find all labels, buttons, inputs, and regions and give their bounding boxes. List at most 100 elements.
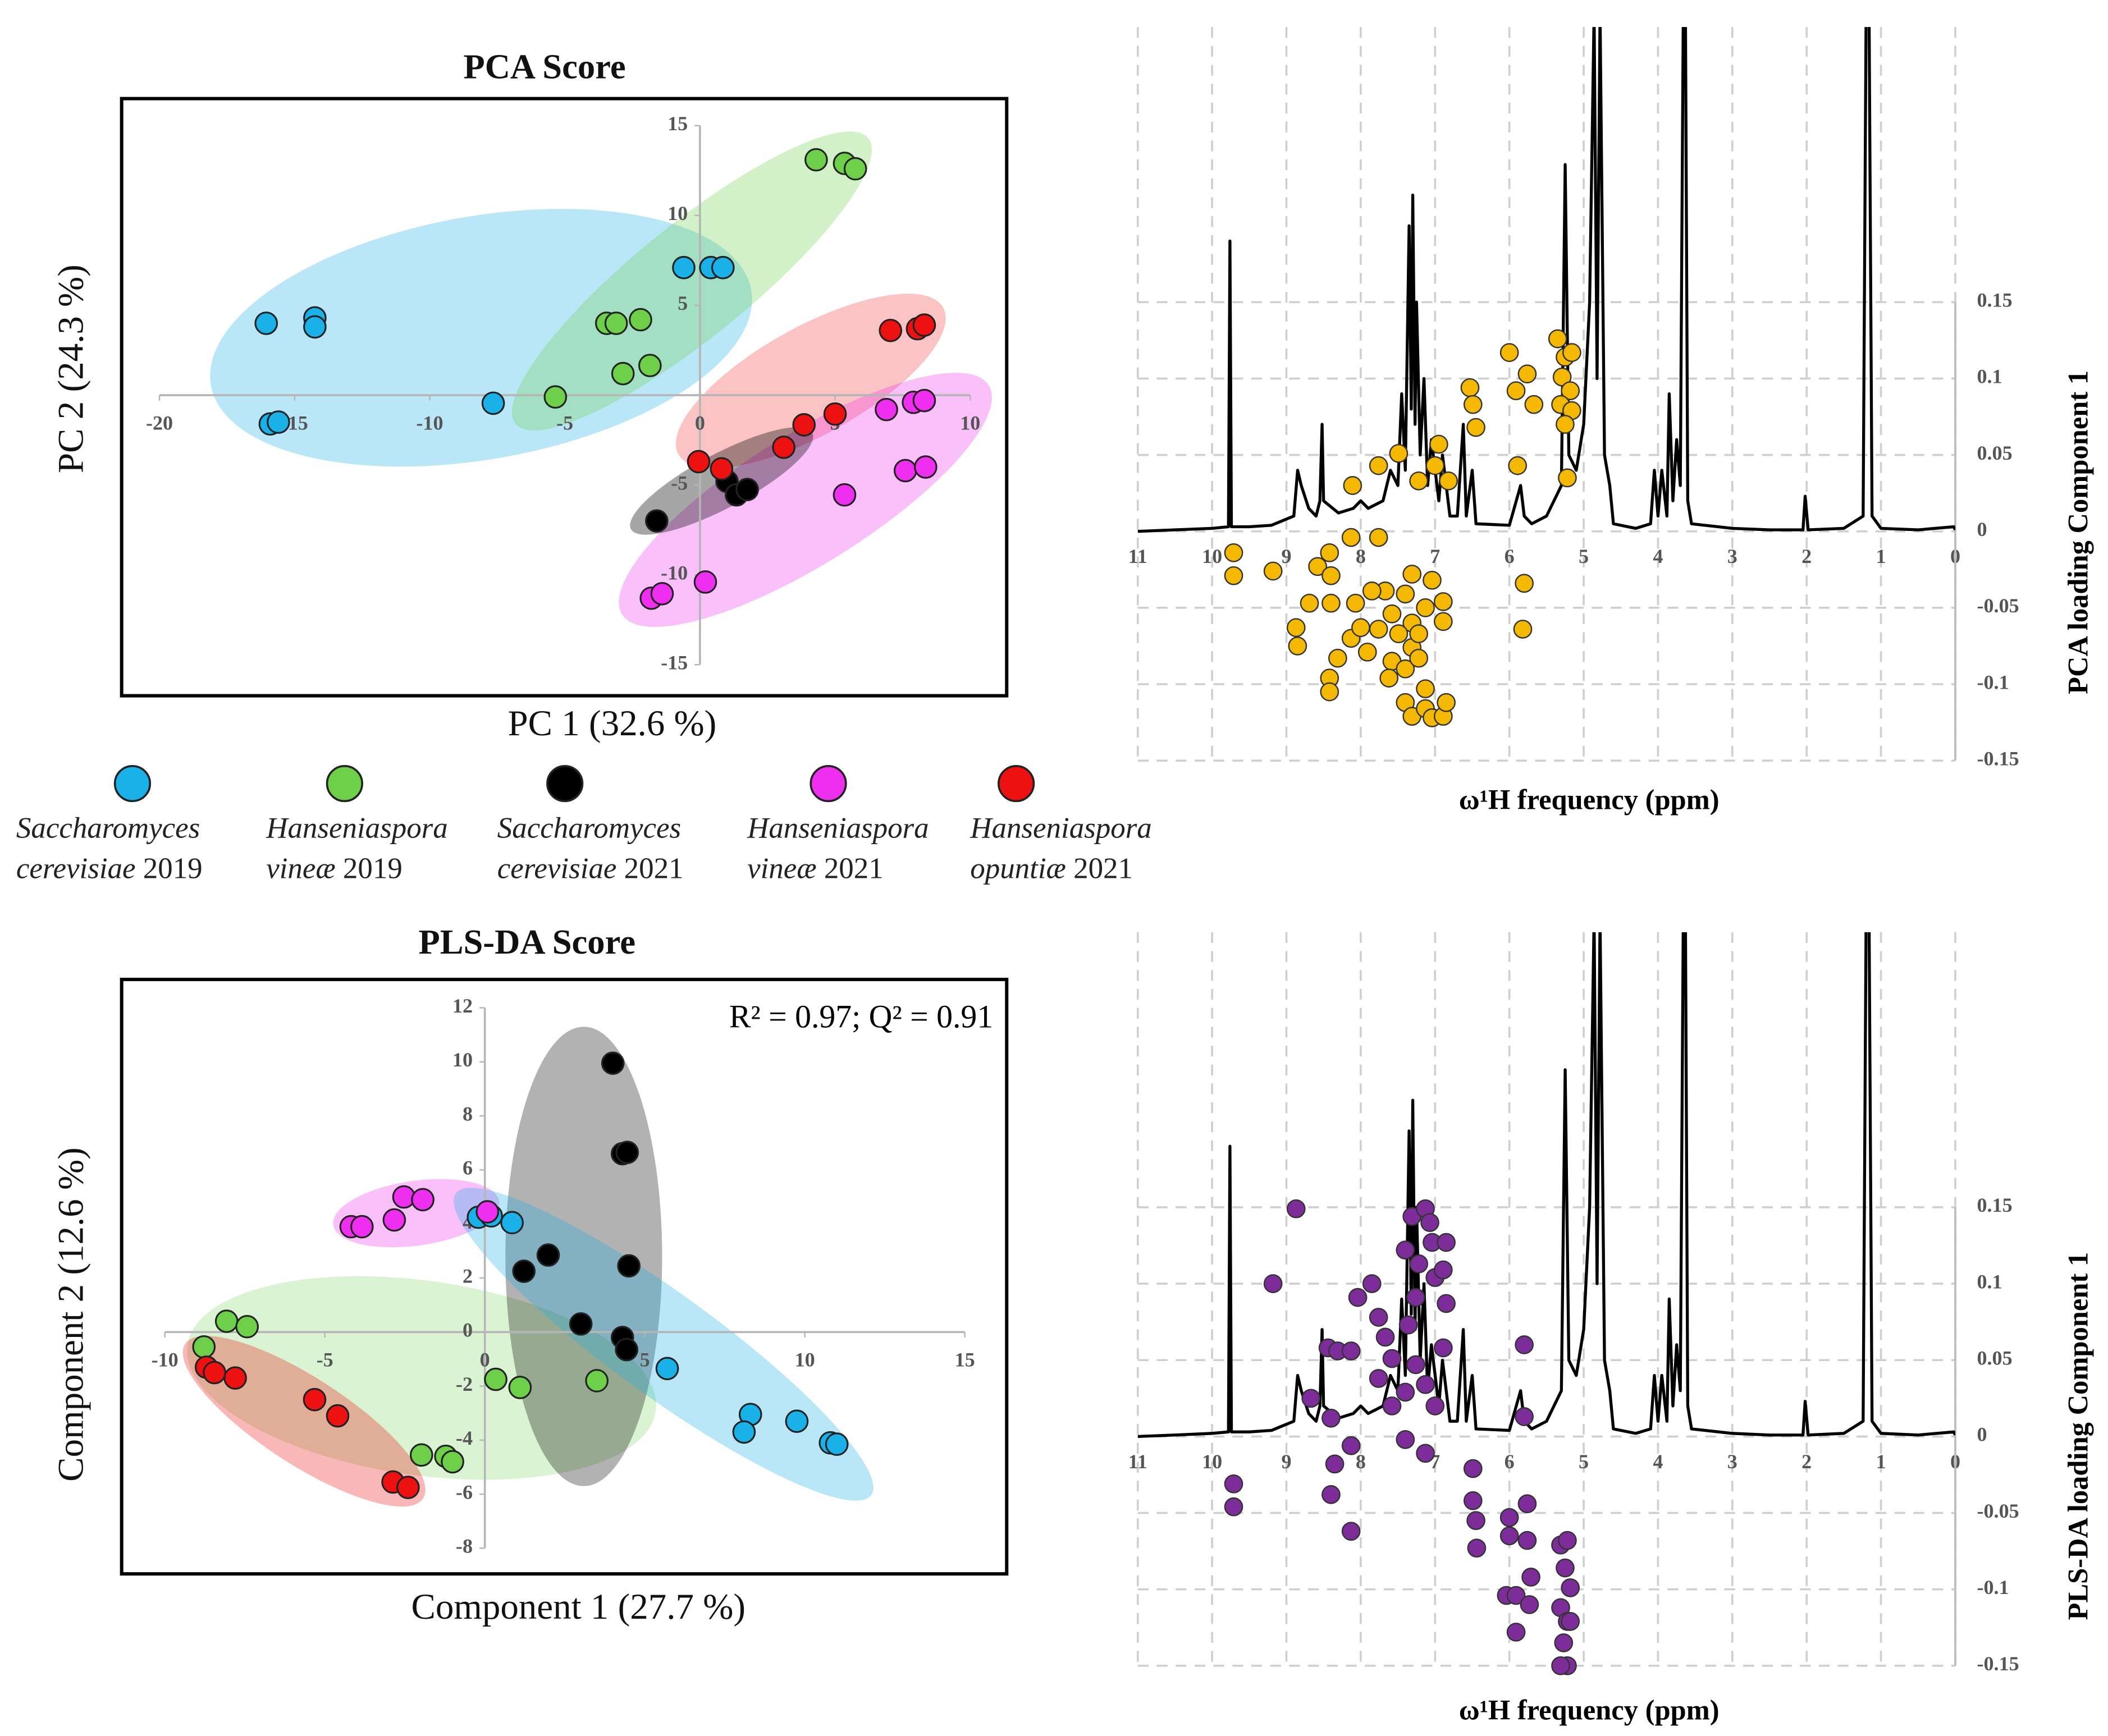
point [1321,1485,1341,1504]
point [1517,364,1537,384]
point [1463,1491,1483,1510]
legend-line: cerevisiae [16,853,143,885]
y-tick-label: -8 [456,1535,473,1558]
point [693,570,717,594]
series [687,313,936,481]
legend-label: Hanseniaspora vineæ 2019 [266,812,448,885]
point [1521,1568,1540,1587]
point [879,318,903,342]
point [1506,1623,1526,1642]
point [1320,682,1339,702]
y-tick-label: -4 [456,1427,473,1449]
point [833,483,857,507]
point [1389,443,1409,463]
legend-line: 2019 [143,853,203,885]
point [1308,557,1327,576]
loading-points [1224,1199,1580,1675]
point [1433,612,1453,631]
y-tick-label: 6 [463,1157,473,1179]
point [1506,1586,1526,1605]
y-tick-label: -2 [456,1373,473,1395]
point [1466,418,1485,437]
x-tick-label: 6 [1505,1450,1515,1473]
point [1499,343,1519,362]
point [1320,543,1339,562]
legend-line: cerevisiae [497,853,624,885]
point [1520,1595,1539,1614]
point [792,413,816,437]
point [1463,395,1483,414]
point [912,313,936,337]
x-axis-label: Component 1 (27.7 %) [411,1587,745,1627]
point [1558,1531,1577,1550]
y-tick-label: -0.1 [1977,1576,2009,1598]
point [1346,593,1365,613]
y-tick-label: -0.05 [1977,1500,2019,1522]
point [1466,1511,1485,1531]
point [601,1051,625,1075]
point [1348,1288,1368,1307]
legend-line: 2021 [624,853,684,885]
point [441,1450,464,1474]
point [710,457,734,481]
x-tick-label: 5 [640,1349,650,1371]
legend-label: Hanseniaspora opuntiæ 2021 [970,812,1152,885]
point [1561,381,1580,401]
point [1460,378,1480,397]
point [735,478,759,501]
point [1437,1294,1456,1313]
point [543,385,568,409]
y-axis-label: PLS-DA loading Component 1 [2062,1252,2093,1620]
x-tick-label: 10 [1202,1450,1222,1473]
x-tick-label: 6 [1505,545,1515,567]
point [1224,1497,1243,1517]
x-tick-label: 3 [1727,545,1737,567]
point [650,581,674,606]
y-tick-label: 0.05 [1977,442,2012,464]
point [1288,636,1307,656]
point [409,1443,433,1467]
ellipse [333,1179,500,1248]
point [382,1208,406,1232]
point [1439,471,1458,491]
legend-marker [546,764,584,803]
y-tick-label: 0.15 [1977,289,2012,312]
point [772,436,795,459]
x-tick-label: 10 [960,411,980,434]
point [617,1254,641,1278]
point [1562,343,1581,362]
point [604,312,628,335]
point [1433,592,1453,611]
point [823,402,847,426]
point [1369,1308,1388,1327]
x-tick-label: 10 [795,1349,815,1371]
legend-line: opuntiæ [970,853,1073,885]
annotation: R² = 0.97; Q² = 0.91 [729,1000,993,1035]
point [912,388,936,413]
point [1321,566,1341,585]
legend-line: 2021 [1073,853,1133,885]
y-tick-label: 0 [1977,1423,1987,1446]
y-axis-label: PCA loading Component 1 [2062,370,2093,694]
legend-line: Saccharomyces [16,812,200,844]
point [569,1312,593,1336]
legend-label: Saccharomyces cerevisiae 2021 [497,812,684,885]
point [1515,1335,1534,1354]
point [1423,570,1442,590]
point [1425,1396,1445,1416]
point [615,1338,638,1362]
point [893,459,917,483]
point [1402,565,1422,584]
x-tick-label: 8 [1356,545,1366,567]
point [1433,1260,1453,1280]
point [1341,1522,1361,1541]
point [1558,468,1577,488]
chart-title: PLS-DA Score [419,922,635,961]
ellipse [210,209,752,467]
x-axis-label: PC 1 (32.6 %) [508,703,717,744]
point [223,1366,247,1390]
legend-marker [326,764,363,803]
series [339,1185,500,1239]
